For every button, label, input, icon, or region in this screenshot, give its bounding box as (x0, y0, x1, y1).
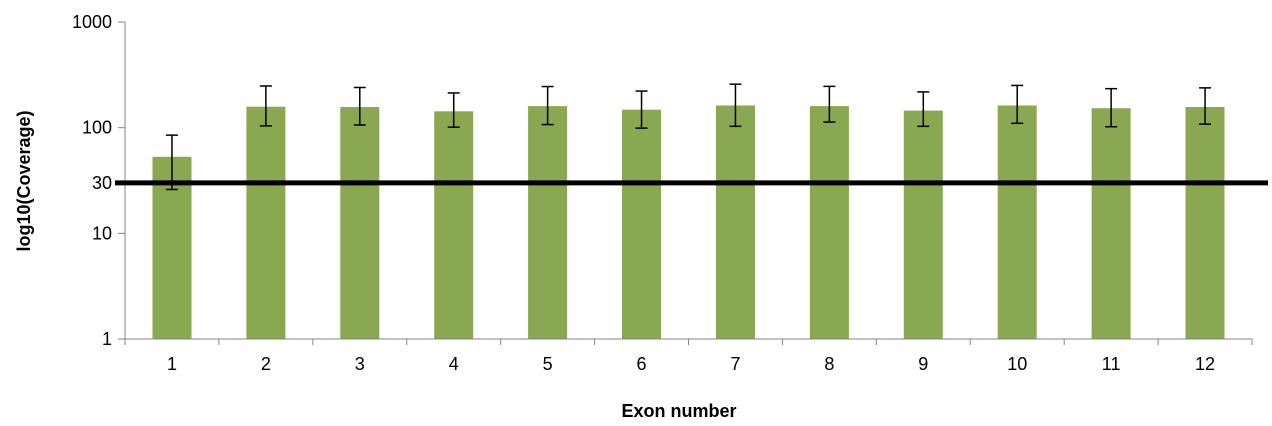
x-tick-label-11: 11 (1102, 354, 1121, 374)
error-bar-exon-10 (1011, 84, 1024, 125)
error-bar-exon-2 (259, 85, 272, 127)
bar-exon-3 (340, 107, 380, 339)
x-tick-label-2: 2 (261, 354, 271, 374)
x-tick-label-4: 4 (449, 354, 459, 374)
x-tick-label-3: 3 (355, 354, 365, 374)
bar-exon-12 (1185, 107, 1225, 339)
bar-exon-6 (622, 109, 661, 339)
y-tick-label-100: 100 (82, 118, 112, 138)
x-tick-label-12: 12 (1195, 354, 1215, 374)
y-tick-label-1: 1 (102, 329, 112, 349)
bar-exon-7 (716, 105, 755, 339)
x-tick-label-10: 10 (1007, 354, 1027, 374)
error-bar-exon-9 (917, 91, 930, 128)
bar-exon-2 (246, 106, 286, 339)
bar-exon-5 (528, 106, 568, 339)
x-tick-label-5: 5 (543, 354, 553, 374)
x-tick-label-8: 8 (824, 354, 834, 374)
error-bar-exon-6 (635, 90, 648, 129)
error-bar-exon-7 (729, 83, 742, 128)
bar-exon-8 (809, 106, 849, 339)
y-tick-label-1000: 1000 (72, 12, 112, 32)
y-tick-label-10: 10 (92, 223, 112, 243)
x-tick-label-1: 1 (167, 354, 177, 374)
error-bars-layer (165, 83, 1212, 191)
x-tick-label-6: 6 (637, 354, 647, 374)
bar-exon-4 (434, 111, 474, 339)
bar-exon-11 (1091, 108, 1131, 339)
error-bar-exon-3 (353, 86, 366, 126)
bars-layer (152, 105, 1225, 339)
x-axis-title: Exon number (621, 401, 736, 421)
error-bar-exon-11 (1105, 87, 1118, 128)
bar-exon-9 (903, 110, 943, 339)
error-bar-exon-12 (1199, 87, 1212, 125)
x-tick-label-7: 7 (730, 354, 740, 374)
error-bar-exon-8 (823, 85, 836, 123)
x-tick-label-9: 9 (918, 354, 928, 374)
y-tick-label-30: 30 (92, 173, 112, 193)
bar-exon-10 (997, 105, 1037, 339)
error-bar-exon-5 (541, 85, 554, 126)
y-axis-title: log10(Coverage) (14, 110, 34, 251)
error-bar-exon-4 (447, 92, 460, 128)
